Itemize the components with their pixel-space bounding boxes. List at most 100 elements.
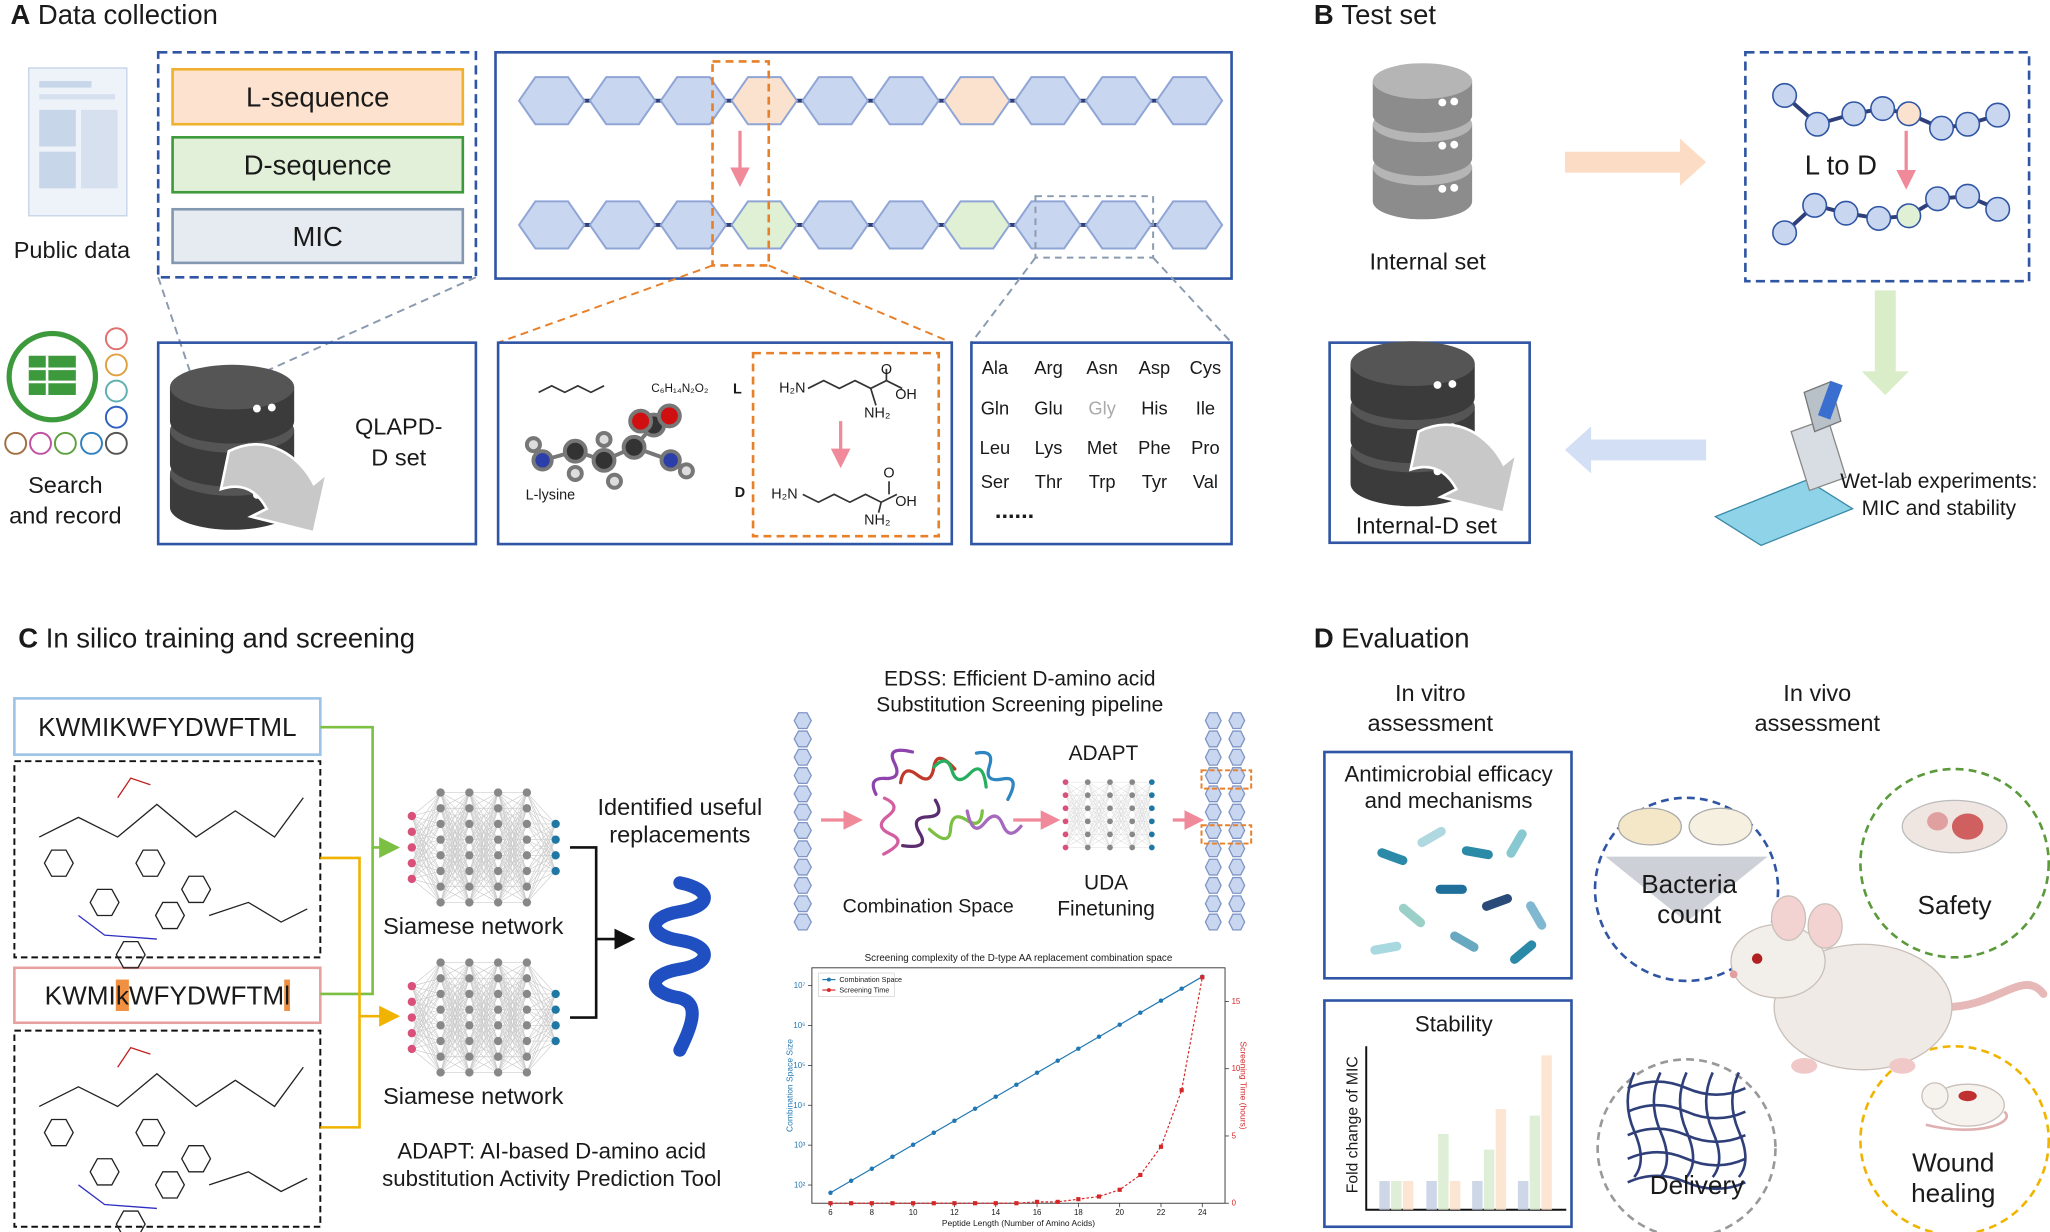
y2-tick-label: 15 [1232,997,1241,1006]
substitution-highlight [115,979,129,1011]
stability-illustration-part-part [1495,1109,1507,1210]
bacterium [1526,901,1547,930]
network-edge [440,978,470,1073]
bacterium [1506,829,1527,858]
hexagon [1084,76,1153,126]
hexagon [730,200,799,250]
network-edge [411,792,441,879]
petri-dishes [1605,807,1768,923]
y-tick-label: 10⁶ [793,1021,805,1030]
network-edge [1131,795,1153,848]
label: MIC and stability [1862,497,2017,520]
mesh-line [1627,1174,1746,1191]
hexagon [793,840,812,858]
x-tick-label: 10 [909,1208,918,1217]
network-edge [469,792,499,856]
hexagon [135,849,166,877]
hexagon [793,785,812,803]
network-edge [440,792,470,809]
network-node [1062,844,1069,851]
amino-acid: Ile [1196,398,1215,419]
amino-acid: Tyr [1142,471,1167,492]
organs-part [1927,812,1949,831]
point [890,1201,895,1206]
network-node [407,1013,417,1022]
edss-pipeline [793,712,1246,931]
network-node [522,788,532,797]
network-node [465,851,474,860]
network-edge [469,962,499,1026]
public-data-icon-part [39,81,92,88]
hexagon [659,200,728,250]
network-node [522,1036,532,1046]
network-node [407,811,417,821]
petri-dishes-part [1605,856,1768,923]
network-node [551,1036,560,1046]
public-data-icon-part [39,94,116,100]
network-node [465,1068,474,1077]
hexagon [89,1158,120,1186]
amino-acid: Ala [982,357,1009,378]
ball-stick-model-part [591,447,617,473]
sequence: KWMIkWFYDWFTMl [45,980,290,1010]
field-box [171,136,465,194]
network-edge [497,792,528,887]
network-node [522,851,532,860]
search-icon-part-part [4,431,28,455]
network-edge [497,792,528,856]
atom-label: OH [895,494,917,510]
network-node [465,804,474,813]
label: Combination Space [843,895,1014,917]
mesh-line [1627,1150,1746,1167]
network-node [465,1036,474,1046]
network-edge [469,962,499,995]
hexagon [588,200,657,250]
mouse-part [1751,953,1763,964]
label: L-lysine [526,488,576,504]
network-edge [1131,781,1153,822]
network-edge [497,886,528,903]
hexagon [1204,712,1222,730]
bacterium [1450,931,1479,952]
network-edge [440,962,470,979]
network-edge [469,808,499,903]
molecule-box [496,341,954,546]
petri-dishes-part [1617,807,1682,846]
network-edge [526,993,556,1073]
amino-acid: Gln [981,398,1009,419]
field-label: MIC [293,221,343,252]
network-node [436,835,445,844]
network-node [551,989,560,999]
database-light [267,403,276,412]
network-node [1084,805,1091,812]
field-label: D-sequence [244,149,392,180]
network-edge [469,870,499,903]
hexagon [793,748,812,766]
network-node [1062,805,1069,812]
bacterium [1377,848,1408,866]
hexagon [43,1118,74,1147]
amino-acid: Phe [1138,437,1171,458]
skeletal-formula-part [869,388,877,406]
network-node [1062,831,1069,838]
network-edge [411,808,441,880]
database-top [1372,63,1473,99]
arrow [1564,138,1707,186]
hexagon [1228,876,1246,894]
network-edge [411,1048,441,1073]
amino-acid: Lys [1035,437,1063,458]
network-edge [526,1009,556,1073]
network-edge [1087,795,1111,848]
network-edge [411,792,441,864]
x-tick-label: 22 [1157,1208,1166,1217]
network-edge [1109,782,1133,848]
network-edge [1087,781,1111,822]
antimicrobial-box [1323,750,1573,980]
selection-box [711,60,771,267]
organs [1901,799,2008,854]
field-label: L-sequence [246,81,389,112]
network-node [1129,779,1136,785]
database-light [1448,380,1457,388]
search-icon-part-part [104,353,128,377]
mouse [1729,895,2048,1074]
